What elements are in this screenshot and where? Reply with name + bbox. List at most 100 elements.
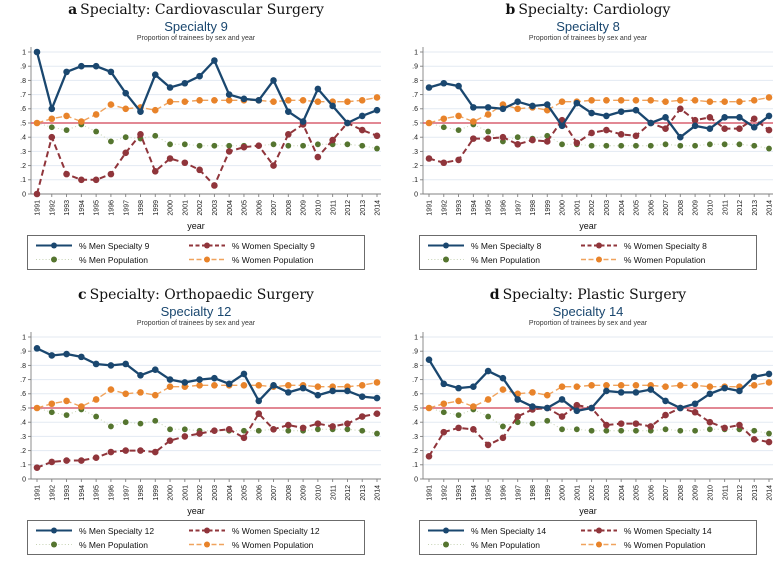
svg-text:1997: 1997 (515, 485, 522, 501)
svg-text:.6: .6 (20, 106, 26, 113)
y-axis-ticks: 0 .1 .2 .3 .4 .5 .6 .7 .8 .9 1 (412, 49, 423, 198)
svg-text:1992: 1992 (441, 200, 448, 216)
panel-d: d Specialty: Plastic Surgery Specialty 14… (392, 285, 784, 570)
svg-text:0: 0 (22, 191, 26, 198)
svg-text:.9: .9 (20, 349, 26, 356)
svg-text:2007: 2007 (663, 485, 670, 501)
svg-text:1991: 1991 (35, 485, 42, 501)
svg-text:.5: .5 (20, 405, 26, 412)
chart-title: Specialty 8 (556, 19, 620, 34)
svg-text:0: 0 (414, 476, 418, 483)
svg-text:1994: 1994 (79, 485, 86, 501)
men-specialty-key-icon (36, 527, 72, 534)
svg-text:2007: 2007 (271, 485, 278, 501)
svg-text:.5: .5 (412, 120, 418, 127)
svg-text:2008: 2008 (678, 485, 685, 501)
svg-text:2011: 2011 (330, 200, 337, 215)
svg-text:1: 1 (414, 49, 418, 56)
svg-text:0: 0 (414, 191, 418, 198)
svg-text:.6: .6 (20, 391, 26, 398)
svg-text:.4: .4 (412, 135, 418, 142)
svg-text:2003: 2003 (212, 200, 219, 216)
svg-text:.7: .7 (20, 377, 26, 384)
svg-text:2013: 2013 (752, 200, 759, 216)
men-population-key-icon (428, 541, 464, 548)
svg-text:1999: 1999 (153, 485, 160, 501)
svg-text:2003: 2003 (212, 485, 219, 501)
series-men-specialty (425, 356, 773, 415)
svg-text:1998: 1998 (530, 200, 537, 216)
svg-text:.3: .3 (412, 434, 418, 441)
svg-text:1992: 1992 (49, 485, 56, 501)
svg-text:2014: 2014 (375, 200, 382, 216)
svg-text:1991: 1991 (35, 200, 42, 216)
panel-letter: c (78, 287, 87, 303)
svg-text:1998: 1998 (138, 485, 145, 501)
svg-text:1997: 1997 (515, 200, 522, 216)
svg-text:2010: 2010 (315, 485, 322, 501)
women-specialty-key-icon (188, 242, 225, 249)
svg-text:1995: 1995 (94, 485, 101, 501)
x-axis-ticks: 1991 1992 1993 1994 1995 1996 1997 1998 1999 2000… (35, 194, 382, 216)
svg-text:1994: 1994 (79, 200, 86, 216)
x-axis-ticks: 1991 1992 1993 1994 1995 1996 1997 1998 1999 2000… (35, 479, 382, 501)
svg-text:1997: 1997 (123, 485, 130, 501)
svg-text:.5: .5 (412, 405, 418, 412)
svg-text:2000: 2000 (560, 485, 567, 501)
svg-text:.2: .2 (20, 448, 26, 455)
series-men-specialty (33, 48, 381, 127)
svg-text:1992: 1992 (441, 485, 448, 501)
x-axis-label: year (579, 506, 597, 516)
svg-text:2002: 2002 (589, 200, 596, 216)
axes (30, 47, 381, 195)
chart-title: Specialty 9 (164, 19, 228, 34)
x-axis-ticks: 1991 1992 1993 1994 1995 1996 1997 1998 1999 2000… (427, 479, 774, 501)
svg-text:.7: .7 (412, 377, 418, 384)
svg-text:.9: .9 (412, 64, 418, 71)
svg-text:2010: 2010 (707, 485, 714, 501)
svg-text:1997: 1997 (123, 200, 130, 216)
series-women-specialty (33, 410, 381, 471)
svg-text:.8: .8 (412, 78, 418, 85)
svg-text:2009: 2009 (693, 200, 700, 216)
panel-c: c Specialty: Orthopaedic Surgery Specialt… (0, 285, 392, 570)
legend-item-women-specialty: % Women Specialty 14 (579, 524, 750, 537)
svg-text:2014: 2014 (767, 200, 774, 216)
chart-title: Specialty 12 (160, 304, 232, 319)
series-men-specialty (33, 345, 381, 405)
svg-text:2012: 2012 (737, 485, 744, 501)
chart-subtitle: Proportion of trainees by sex and year (528, 35, 648, 42)
svg-text:2012: 2012 (737, 200, 744, 216)
svg-text:1: 1 (22, 334, 26, 341)
svg-text:.4: .4 (20, 135, 26, 142)
svg-text:2001: 2001 (574, 485, 581, 501)
panel-letter: a (68, 2, 78, 18)
line-chart-b: 0 .1 .2 .3 .4 .5 .6 .7 .8 .9 1 1991 1992 1993 1994 1995… (412, 47, 774, 216)
svg-text:2003: 2003 (604, 485, 611, 501)
svg-text:2004: 2004 (227, 485, 234, 501)
chart-title: Specialty 14 (552, 304, 624, 319)
legend-item-women-population: % Women Population (579, 253, 750, 266)
svg-text:2005: 2005 (634, 200, 641, 216)
svg-text:1996: 1996 (109, 485, 116, 501)
legend-item-men-population: % Men Population (426, 538, 579, 551)
svg-text:1996: 1996 (109, 200, 116, 216)
series-women-population (33, 379, 381, 412)
series-men-population (34, 120, 380, 152)
men-population-key-icon (428, 256, 464, 263)
svg-text:1998: 1998 (530, 485, 537, 501)
svg-text:2014: 2014 (375, 485, 382, 501)
svg-text:2008: 2008 (286, 200, 293, 216)
svg-text:2007: 2007 (271, 200, 278, 216)
svg-text:.3: .3 (20, 149, 26, 156)
svg-text:1995: 1995 (486, 200, 493, 216)
svg-text:1991: 1991 (427, 200, 434, 216)
svg-text:.6: .6 (412, 106, 418, 113)
panel-caption: c Specialty: Orthopaedic Surgery (78, 287, 314, 303)
legend: % Men Specialty 14 % Women Specialty 14 … (419, 520, 757, 555)
svg-text:2011: 2011 (330, 485, 337, 500)
women-specialty-key-icon (188, 527, 225, 534)
legend-item-women-population: % Women Population (187, 253, 358, 266)
svg-text:.1: .1 (20, 177, 26, 184)
legend-item-men-population: % Men Population (34, 253, 187, 266)
